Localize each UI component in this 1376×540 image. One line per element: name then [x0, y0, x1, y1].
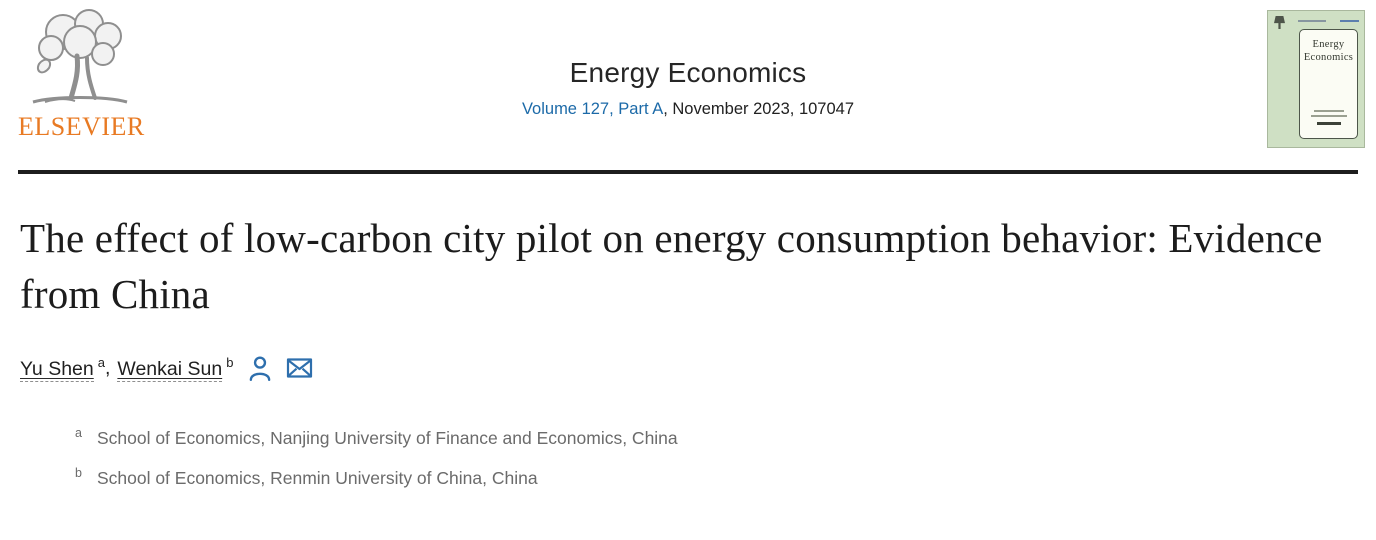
cover-sciencedirect-placeholder [1316, 122, 1341, 125]
author-link[interactable]: Wenkai Sun b [117, 355, 234, 382]
affiliation-sup: b [75, 465, 82, 480]
cover-elsevier-mark-icon [1274, 16, 1285, 29]
cover-inner-panel: Energy Economics [1299, 29, 1358, 139]
issue-line: Volume 127, Part A, November 2023, 10704… [0, 100, 1376, 119]
journal-info-block: Energy Economics Volume 127, Part A, Nov… [0, 56, 1376, 119]
journal-header: ELSEVIER Energy Economics Volume 127, Pa… [0, 0, 1376, 170]
article-block: The effect of low-carbon city pilot on e… [0, 210, 1376, 496]
author-name[interactable]: Yu Shen [20, 357, 94, 382]
article-title: The effect of low-carbon city pilot on e… [20, 215, 1323, 317]
issue-volume-link[interactable]: Volume 127, Part A [521, 99, 664, 118]
affiliation-row: b School of Economics, Renmin University … [75, 456, 1356, 496]
elsevier-wordmark: ELSEVIER [18, 112, 145, 141]
journal-cover-thumbnail[interactable]: Energy Economics [1267, 10, 1365, 148]
cover-footer-text-placeholder [1310, 115, 1347, 117]
elsevier-tree-icon [18, 6, 142, 112]
affiliation-text: School of Economics, Renmin University o… [96, 467, 538, 488]
affiliation-row: a School of Economics, Nanjing University… [75, 416, 1356, 456]
author-affiliation-sup: b [226, 355, 234, 371]
cover-journal-title: Energy Economics [1303, 39, 1354, 64]
cover-footer-text-placeholder [1313, 110, 1344, 112]
cover-volume-text-placeholder [1298, 20, 1326, 22]
person-icon[interactable] [247, 354, 273, 382]
author-name[interactable]: Wenkai Sun [117, 357, 223, 382]
affiliation-sup: a [75, 426, 82, 440]
author-link[interactable]: Yu Shen a [20, 355, 105, 382]
affiliations-list: a School of Economics, Nanjing University… [20, 416, 1356, 496]
authors-row: Yu Shen a, Wenkai Sun b [20, 354, 1356, 382]
author-icons-group [247, 354, 313, 382]
elsevier-logo[interactable]: ELSEVIER [18, 6, 145, 141]
header-divider [18, 170, 1358, 174]
cover-issn-text-placeholder [1340, 20, 1359, 22]
author-affiliation-sup: a [97, 355, 105, 371]
author-separator: , [104, 356, 111, 379]
affiliation-text: School of Economics, Nanjing University … [96, 427, 678, 448]
issue-date-text: , November 2023, 107047 [663, 99, 855, 118]
envelope-icon[interactable] [286, 356, 313, 380]
journal-title: Energy Economics [569, 57, 807, 88]
